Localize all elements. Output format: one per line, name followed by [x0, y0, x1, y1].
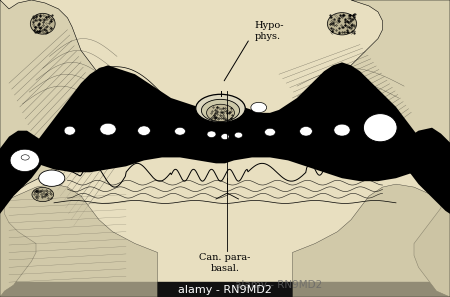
- Ellipse shape: [64, 126, 76, 135]
- Ellipse shape: [207, 104, 234, 121]
- Text: Hypo-
phys.: Hypo- phys.: [254, 21, 284, 41]
- Polygon shape: [0, 0, 171, 297]
- Ellipse shape: [300, 127, 312, 136]
- Ellipse shape: [364, 114, 397, 142]
- Ellipse shape: [202, 99, 239, 122]
- Polygon shape: [279, 0, 450, 297]
- Ellipse shape: [207, 131, 216, 138]
- Polygon shape: [292, 184, 450, 297]
- Ellipse shape: [32, 187, 54, 202]
- Text: alamy - RN9MD2: alamy - RN9MD2: [178, 285, 272, 295]
- Bar: [0, 282, 450, 297]
- Ellipse shape: [175, 127, 185, 135]
- Ellipse shape: [138, 126, 150, 135]
- Polygon shape: [22, 62, 427, 181]
- Ellipse shape: [221, 134, 229, 140]
- Ellipse shape: [10, 149, 40, 172]
- Ellipse shape: [234, 132, 243, 138]
- Ellipse shape: [31, 13, 55, 34]
- Text: alamy - RN9MD2: alamy - RN9MD2: [235, 279, 323, 290]
- Ellipse shape: [265, 128, 275, 136]
- Polygon shape: [0, 131, 45, 214]
- Text: Can. para-
basal.: Can. para- basal.: [199, 253, 251, 273]
- Ellipse shape: [100, 123, 116, 135]
- Text: Ptery
goid: Ptery goid: [439, 146, 450, 166]
- Polygon shape: [405, 128, 450, 214]
- Ellipse shape: [39, 170, 65, 187]
- Ellipse shape: [196, 94, 245, 122]
- Ellipse shape: [251, 102, 266, 113]
- Ellipse shape: [328, 13, 356, 35]
- Polygon shape: [0, 184, 158, 297]
- Ellipse shape: [21, 155, 29, 160]
- Ellipse shape: [334, 124, 350, 136]
